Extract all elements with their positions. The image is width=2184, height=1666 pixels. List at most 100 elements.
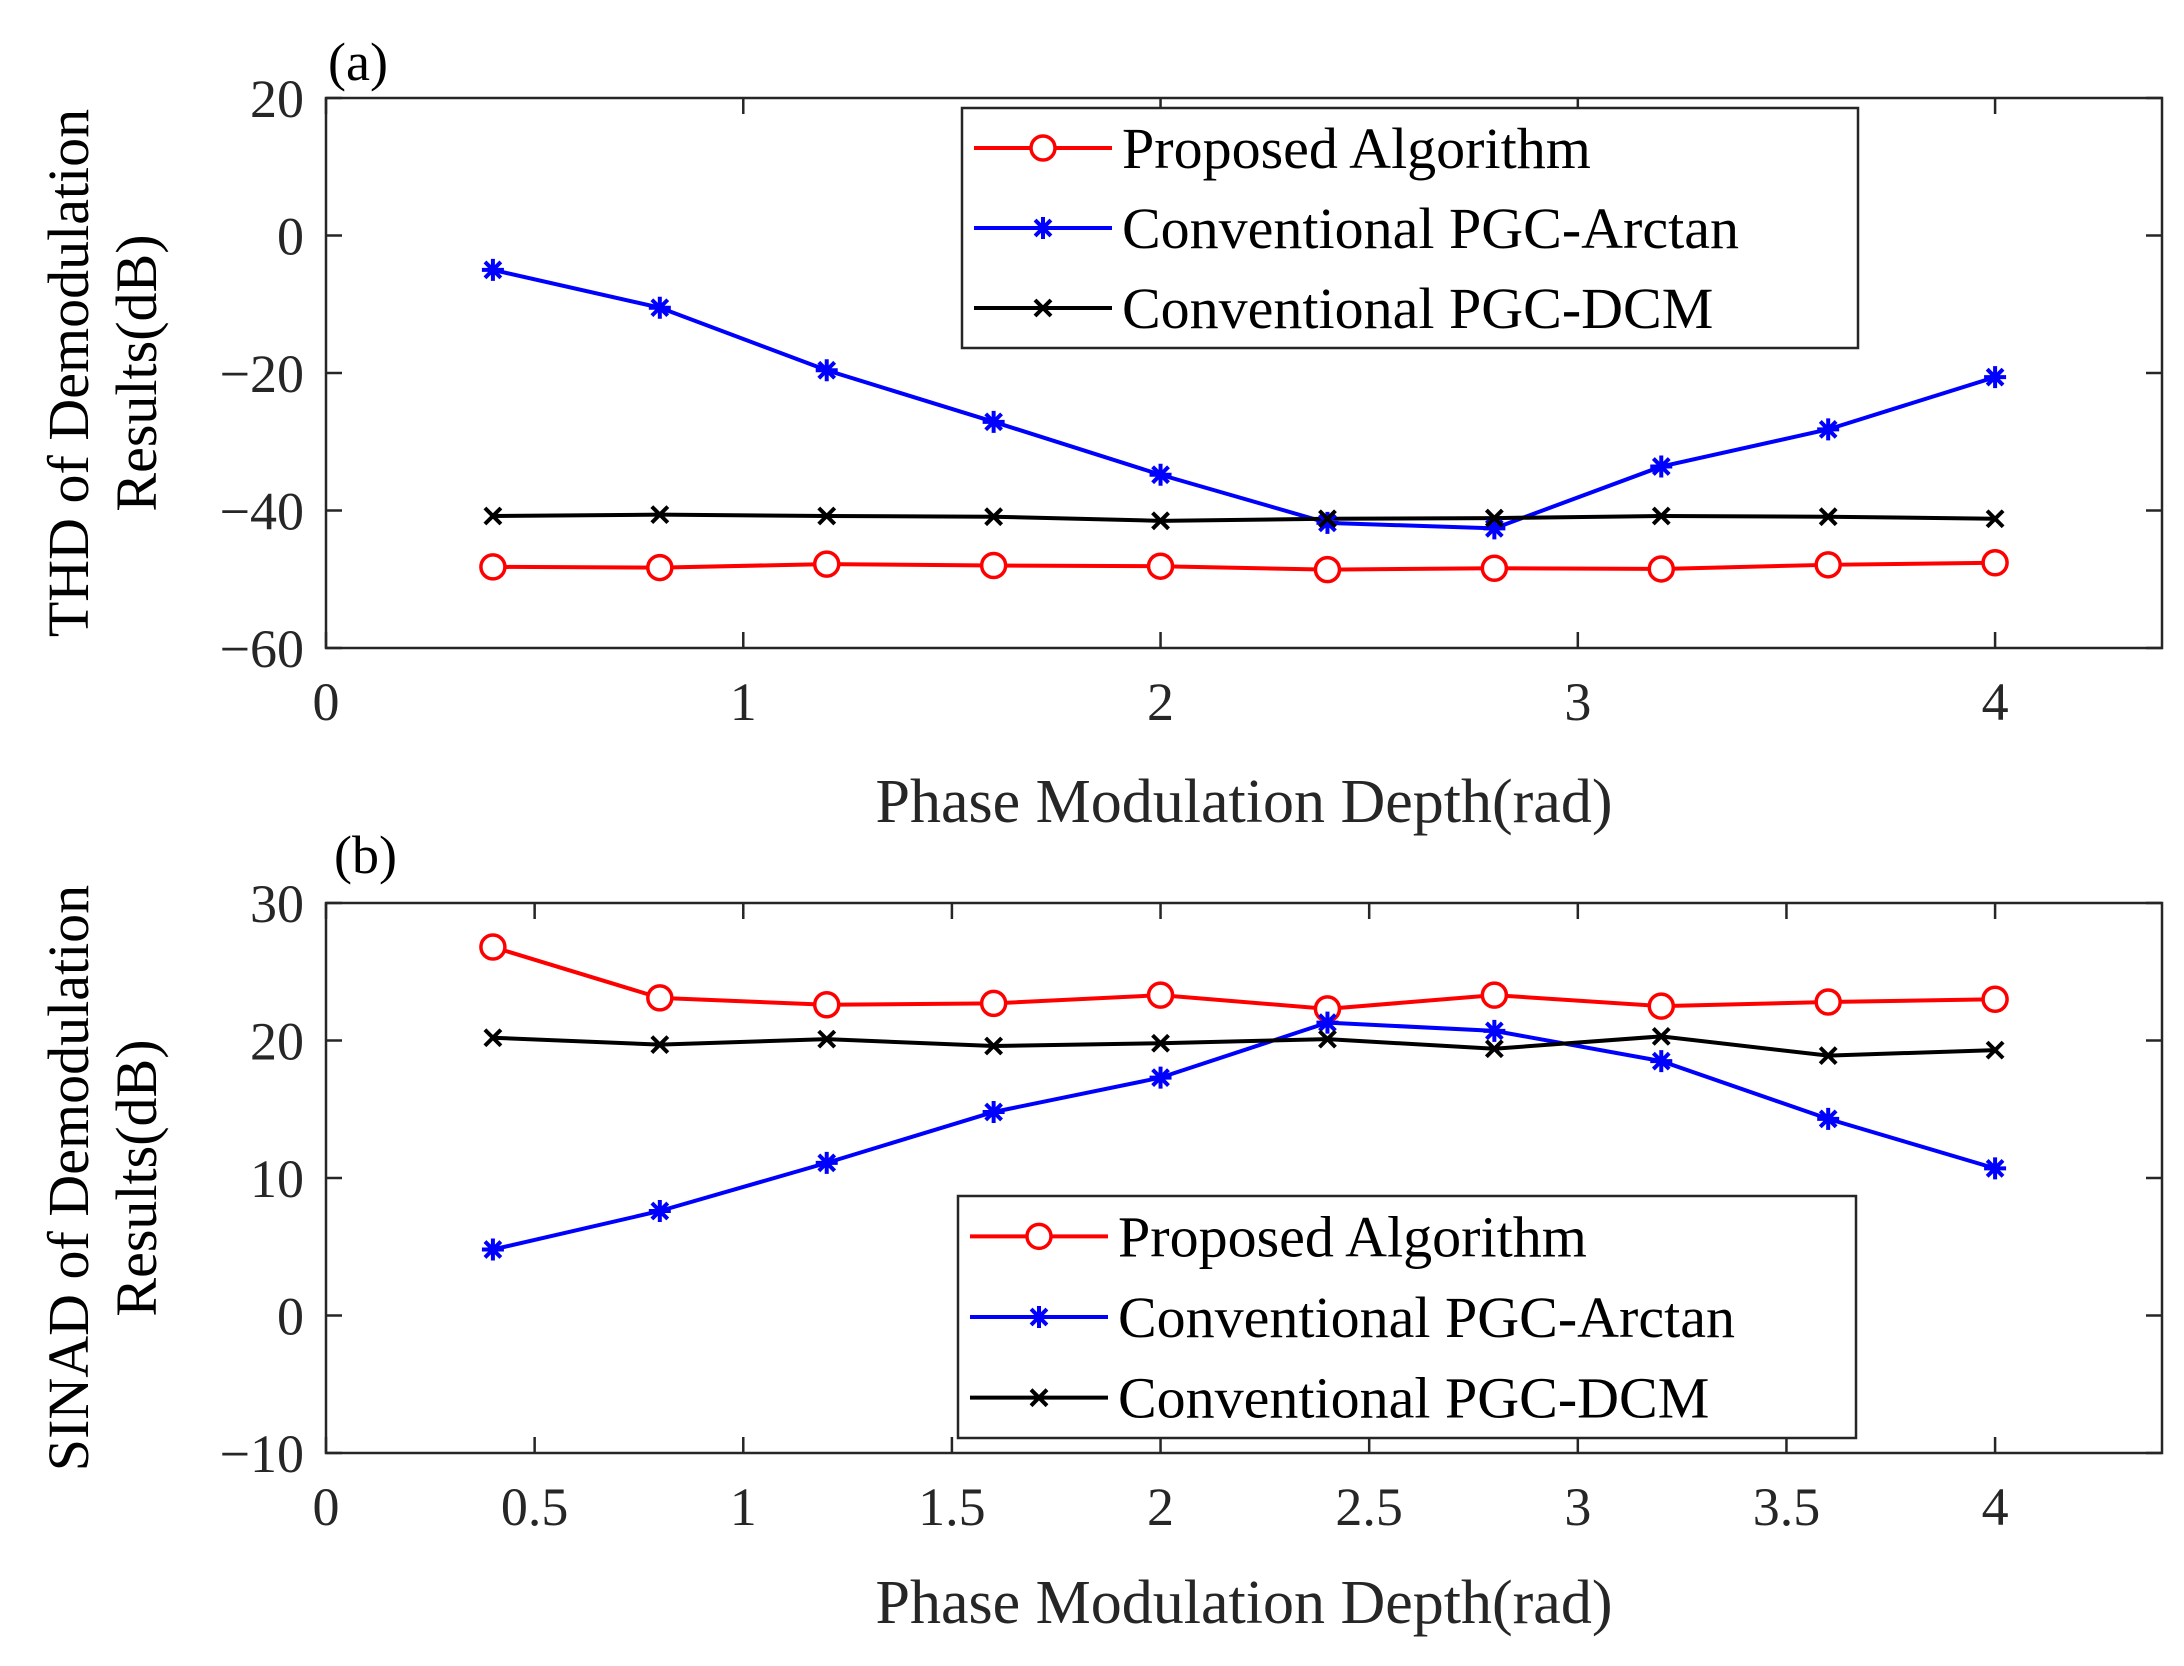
panel-b-data-point-dcm xyxy=(1651,1026,1671,1046)
panel-b-x-tick-label: 0 xyxy=(313,1477,340,1537)
panel-a-legend-label: Conventional PGC-DCM xyxy=(1122,276,1713,341)
panel-a-data-point-arctan xyxy=(1817,418,1840,441)
panel-a-data-point-dcm xyxy=(817,506,837,526)
panel-b-legend-marker-proposed xyxy=(1025,1222,1053,1251)
panel-b-data-point-arctan xyxy=(1984,1157,2007,1180)
panel-b-data-point-arctan xyxy=(982,1101,1005,1123)
panel-a-data-point-dcm xyxy=(1651,506,1671,526)
panel-b-data-point-proposed xyxy=(646,984,674,1012)
panel-a-data-point-dcm xyxy=(1151,511,1170,531)
panel-b-data-point-arctan xyxy=(1149,1066,1172,1089)
panel-b-data-point-proposed xyxy=(1480,981,1509,1009)
panel-b-data-point-arctan xyxy=(815,1151,838,1174)
panel-b-label: (b) xyxy=(334,825,397,885)
panel-b-x-tick-label: 2 xyxy=(1147,1477,1174,1537)
panel-b-x-tick-label: 0.5 xyxy=(501,1477,569,1537)
panel-a-legend-marker-proposed xyxy=(1029,134,1057,162)
panel-a-data-point-proposed xyxy=(1146,552,1175,580)
panel-b-data-point-arctan xyxy=(481,1238,504,1261)
panel-b-x-axis-title: Phase Modulation Depth(rad) xyxy=(876,1569,1613,1637)
panel-b-data-point-proposed xyxy=(979,989,1008,1018)
panel-b-x-tick-label: 1 xyxy=(730,1477,757,1537)
panel-a-data-point-proposed xyxy=(1480,554,1509,582)
panel-a-data-point-proposed xyxy=(812,550,841,578)
panel-a-legend-marker-dcm xyxy=(1033,298,1053,318)
panel-a-y-tick-label: −40 xyxy=(220,482,304,542)
panel-a-data-point-arctan xyxy=(648,296,671,319)
panel-b-series-line-arctan xyxy=(492,1020,1996,1252)
panel-a-x-tick-label: 2 xyxy=(1147,672,1174,732)
panel-b-legend-marker-arctan xyxy=(1028,1306,1050,1328)
panel-b-data-point-arctan xyxy=(1483,1019,1506,1042)
panel-a-data-point-arctan xyxy=(1316,511,1339,534)
panel-a-data-point-dcm xyxy=(1484,508,1504,528)
panel-a-legend-label: Conventional PGC-Arctan xyxy=(1122,196,1739,261)
panel-a-series-line-arctan xyxy=(492,267,1996,531)
panel-b-data-point-dcm xyxy=(1318,1029,1337,1049)
panel-a-y-tick-label: 20 xyxy=(250,69,304,129)
panel-a-y-tick-label: −60 xyxy=(220,619,304,679)
panel-a-data-point-proposed xyxy=(479,553,507,581)
panel-a-data-point-arctan xyxy=(982,410,1005,433)
panel-a-data-point-proposed xyxy=(1313,555,1342,584)
panel-b-data-point-dcm xyxy=(483,1028,503,1048)
panel-b-data-point-arctan xyxy=(1316,1011,1339,1034)
panel-a-x-axis-title: Phase Modulation Depth(rad) xyxy=(876,768,1613,836)
panel-a-legend-label: Proposed Algorithm xyxy=(1122,116,1591,181)
panel-b-y-tick-label: −10 xyxy=(220,1424,304,1484)
panel-a-thd-chart: 0 1 2 3 4 20 0 −20 −40 −60 (a) Phase Modulation D… xyxy=(220,32,2164,836)
panel-a-data-point-proposed xyxy=(1647,555,1676,583)
panel-b-x-tick-label: 3 xyxy=(1564,1477,1591,1537)
panel-a-label: (a) xyxy=(328,32,388,92)
panel-b-y-tick-label: 20 xyxy=(250,1012,304,1072)
panel-a-data-point-arctan xyxy=(1650,455,1673,478)
panel-a-x-tick-label: 3 xyxy=(1564,672,1591,732)
panel-b-data-point-dcm xyxy=(984,1036,1004,1056)
panel-a-data-point-arctan xyxy=(815,359,838,382)
panel-b-data-point-dcm xyxy=(1985,1040,2005,1060)
panel-a-legend-marker-arctan xyxy=(1032,217,1054,239)
panel-a-data-point-dcm xyxy=(1985,509,2005,529)
panel-a-data-point-dcm xyxy=(1318,509,1337,529)
panel-b-data-point-proposed xyxy=(479,933,507,961)
panel-b-data-point-proposed xyxy=(1814,988,1842,1016)
panel-a-y-tick-label: 0 xyxy=(277,207,304,267)
panel-b-data-point-dcm xyxy=(1818,1046,1838,1066)
panel-b-series-line-proposed xyxy=(492,945,1996,1011)
panel-b-y-tick-label: 30 xyxy=(250,874,304,934)
panel-a-series-line-dcm xyxy=(492,512,1996,523)
panel-b-x-tick-label: 2.5 xyxy=(1335,1477,1403,1537)
panel-b-data-point-arctan xyxy=(648,1200,671,1222)
panel-a-data-point-dcm xyxy=(1818,507,1838,527)
panel-b-legend-marker-dcm xyxy=(1029,1388,1049,1408)
panel-b-legend-label: Conventional PGC-DCM xyxy=(1118,1366,1709,1431)
panel-a-data-point-dcm xyxy=(483,506,503,526)
panel-a-data-point-proposed xyxy=(1814,551,1842,579)
panel-a-data-point-arctan xyxy=(1483,517,1506,540)
panel-b-y-tick-label: 0 xyxy=(277,1287,304,1347)
panel-a-y-tick-label: −20 xyxy=(220,344,304,404)
panel-b-data-point-arctan xyxy=(1650,1050,1673,1073)
panel-a-data-point-dcm xyxy=(650,505,670,525)
panel-a-data-point-proposed xyxy=(1981,549,2009,577)
panel-b-data-point-proposed xyxy=(1647,992,1676,1020)
panel-a-series-line-proposed xyxy=(492,560,1996,572)
panel-b-data-point-dcm xyxy=(650,1035,670,1055)
panel-b-x-tick-label: 1.5 xyxy=(918,1477,986,1537)
panel-b-x-tick-label: 3.5 xyxy=(1753,1477,1821,1537)
panel-a-y-axis-title: THD of DemodulationResults(dB) xyxy=(36,109,169,637)
panel-a-data-point-arctan xyxy=(1984,366,2007,389)
panel-a-data-point-proposed xyxy=(979,551,1008,580)
panel-b-y-tick-label: 10 xyxy=(250,1149,304,1209)
panel-b-data-point-dcm xyxy=(1151,1033,1170,1053)
panel-a-data-point-proposed xyxy=(646,553,674,582)
panel-a-x-tick-label: 4 xyxy=(1982,672,2009,732)
panel-b-data-point-dcm xyxy=(1484,1039,1504,1059)
panel-b-legend-label: Conventional PGC-Arctan xyxy=(1118,1285,1735,1350)
panel-b-x-tick-label: 4 xyxy=(1982,1477,2009,1537)
panel-b-data-point-proposed xyxy=(1981,985,2009,1013)
panel-a-data-point-arctan xyxy=(481,258,504,281)
panel-b-data-point-arctan xyxy=(1817,1107,1840,1130)
